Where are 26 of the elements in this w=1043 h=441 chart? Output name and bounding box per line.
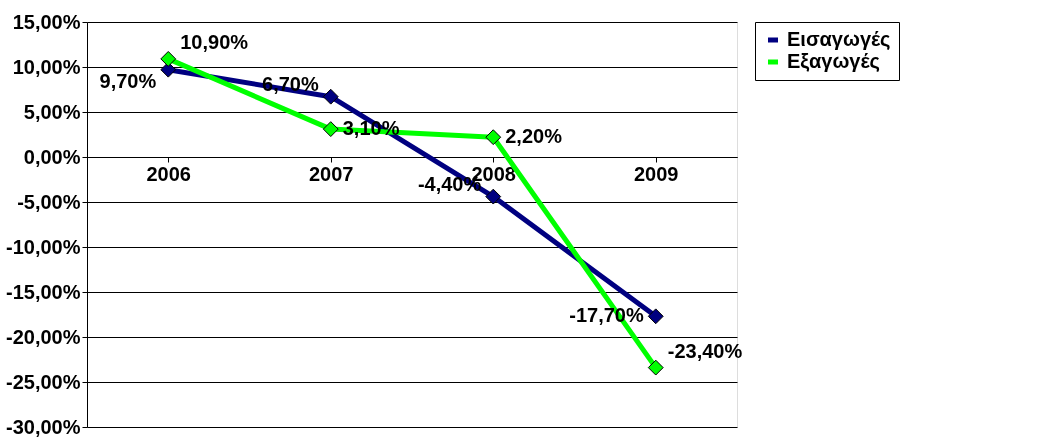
point <box>322 88 339 105</box>
y-tick-label: 5,00% <box>23 100 81 123</box>
point <box>485 188 502 205</box>
point <box>647 359 664 376</box>
y-tick-label: -15,00% <box>6 280 81 303</box>
y-tick-label: -10,00% <box>6 235 81 258</box>
x-tick-label: 2009 <box>634 162 679 185</box>
x-tick-label: 2007 <box>309 162 354 185</box>
y-tick-label: -20,00% <box>6 325 81 348</box>
data-label: -23,40% <box>667 339 743 362</box>
y-tick-label: -30,00% <box>6 415 81 438</box>
y-tick-label: -5,00% <box>17 190 81 213</box>
y-tick-label: 15,00% <box>12 10 81 33</box>
point <box>485 129 502 146</box>
data-label: 2,20% <box>505 125 563 148</box>
legend-label: Εξαγωγές <box>787 50 880 72</box>
legend-label: Εισαγωγές <box>787 28 891 50</box>
point <box>160 50 177 67</box>
data-label: 10,90% <box>180 30 249 53</box>
point <box>322 121 339 138</box>
point <box>647 308 664 325</box>
y-tick-label: 0,00% <box>23 145 81 168</box>
x-tick-label: 2006 <box>146 162 191 185</box>
data-label: 9,70% <box>99 69 157 92</box>
y-tick-label: -25,00% <box>6 370 81 393</box>
y-tick-label: 10,00% <box>12 55 81 78</box>
